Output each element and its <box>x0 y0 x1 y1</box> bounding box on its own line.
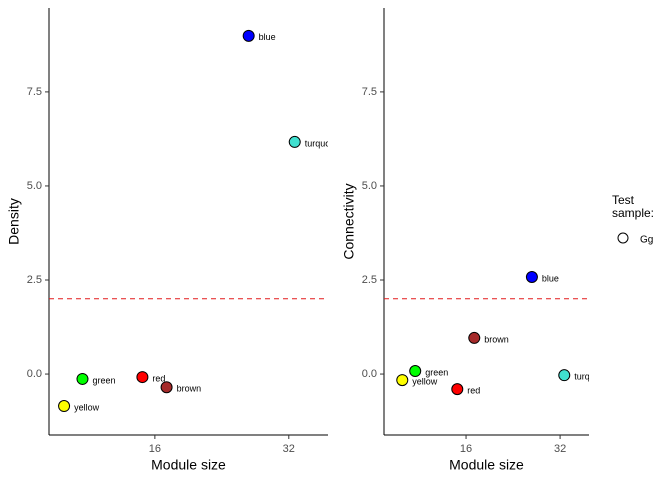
legend-title: Test sample: <box>612 193 655 220</box>
point <box>242 29 255 42</box>
x-tick-label: 16 <box>149 443 161 455</box>
y-axis-title: Density <box>6 198 22 245</box>
point-label: yellow <box>412 376 438 386</box>
y-tick-label: 0.0 <box>27 368 42 380</box>
plot-area: blue turquoise green yellow red brown <box>49 29 342 413</box>
x-tick-label: 16 <box>460 443 472 455</box>
point-label: brown <box>484 334 509 344</box>
x-axis-title: Module size <box>151 457 226 473</box>
x-tick-label: 32 <box>283 443 295 455</box>
x-tick-label: 32 <box>554 443 566 455</box>
point-label: blue <box>259 32 276 42</box>
legend-entry: Gg <box>640 235 653 246</box>
point-label: green <box>92 375 115 385</box>
y-tick-label: 7.5 <box>27 86 42 98</box>
y-tick-label: 0.0 <box>362 368 377 380</box>
point <box>136 371 149 384</box>
x-axis-title: Module size <box>449 457 524 473</box>
y-tick-label: 7.5 <box>362 86 377 98</box>
point-label: yellow <box>74 402 100 412</box>
y-axis-title: Connectivity <box>341 183 357 259</box>
y-tick-label: 5.0 <box>27 180 42 192</box>
point <box>558 369 571 382</box>
point-label: green <box>425 367 448 377</box>
point <box>396 374 409 387</box>
point-label: brown <box>177 384 202 394</box>
y-tick-label: 2.5 <box>27 274 42 286</box>
point <box>468 331 481 344</box>
point <box>525 270 538 283</box>
point <box>288 135 301 148</box>
point-label: red <box>467 385 480 395</box>
point <box>409 365 422 378</box>
point-label: turquoise <box>574 372 611 382</box>
point-label: red <box>152 373 165 383</box>
point-label: turquoise <box>305 138 342 148</box>
point <box>451 383 464 396</box>
point-label: blue <box>542 273 559 283</box>
point <box>160 381 173 394</box>
legend-marker <box>617 232 629 244</box>
point <box>58 400 71 413</box>
point <box>76 372 89 385</box>
y-tick-label: 2.5 <box>362 274 377 286</box>
y-tick-label: 5.0 <box>362 180 377 192</box>
